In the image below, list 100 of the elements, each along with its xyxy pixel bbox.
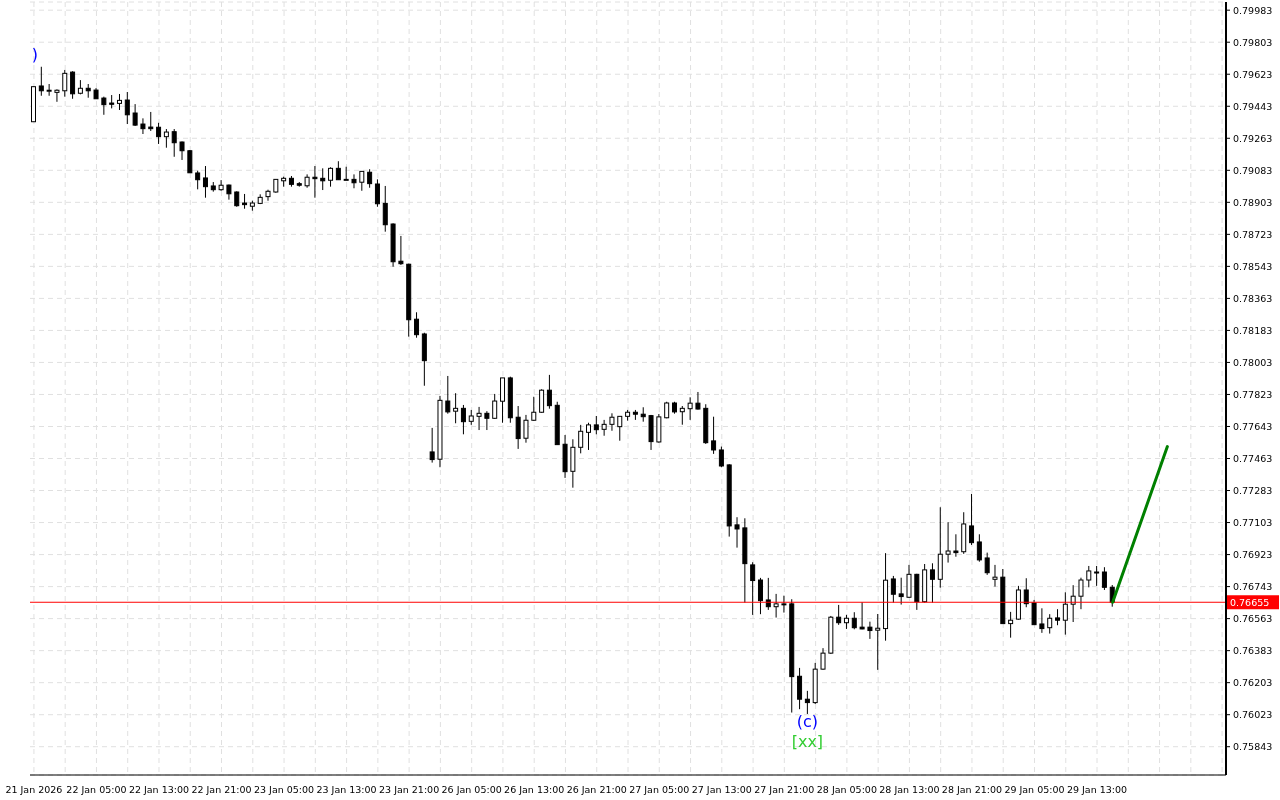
annotation: (c) bbox=[796, 711, 819, 731]
candlestick bbox=[976, 533, 982, 563]
x-tick-label: 27 Jan 21:00 bbox=[754, 784, 815, 795]
candlestick bbox=[1101, 566, 1107, 591]
x-tick-label: 29 Jan 05:00 bbox=[1004, 784, 1065, 795]
y-tick-label: 0.77463 bbox=[1233, 453, 1273, 465]
y-tick-label: 0.78543 bbox=[1233, 260, 1273, 272]
x-tick-label: 26 Jan 05:00 bbox=[441, 784, 502, 795]
candlestick bbox=[820, 647, 826, 671]
candlestick bbox=[781, 595, 787, 614]
y-tick-label: 0.78903 bbox=[1233, 196, 1273, 208]
y-tick-label: 0.76203 bbox=[1233, 677, 1273, 689]
candlestick bbox=[156, 122, 162, 145]
candlestick bbox=[429, 427, 435, 464]
x-tick-label: 22 Jan 21:00 bbox=[191, 784, 252, 795]
candlestick bbox=[578, 424, 584, 454]
x-tick-label: 23 Jan 05:00 bbox=[253, 784, 315, 795]
candlestick bbox=[1062, 591, 1068, 636]
candlestick bbox=[1070, 584, 1076, 623]
x-tick-label: 23 Jan 21:00 bbox=[379, 784, 440, 795]
candlestick bbox=[984, 552, 990, 576]
y-tick-label: 0.76383 bbox=[1233, 645, 1273, 657]
candlestick bbox=[523, 414, 529, 444]
candlestick bbox=[124, 91, 130, 125]
candlestick bbox=[687, 396, 693, 421]
candlestick bbox=[1008, 611, 1014, 639]
candlestick bbox=[601, 419, 607, 437]
y-tick-label: 0.77643 bbox=[1233, 420, 1273, 432]
candlestick bbox=[890, 575, 896, 604]
candlestick bbox=[187, 149, 193, 174]
candlestick bbox=[765, 577, 771, 611]
candlestick bbox=[875, 613, 881, 671]
candlestick bbox=[445, 375, 451, 415]
candlestick bbox=[460, 404, 466, 435]
candlestick bbox=[711, 416, 717, 455]
candlestick bbox=[320, 167, 326, 191]
candlestick bbox=[539, 388, 545, 414]
x-tick-label: 21 Jan 2026 bbox=[5, 784, 63, 795]
candlestick bbox=[797, 667, 803, 710]
candlestick bbox=[312, 165, 318, 199]
candlestick bbox=[586, 422, 592, 451]
x-tick-label: 28 Jan 21:00 bbox=[941, 784, 1003, 795]
candlestick bbox=[750, 561, 756, 616]
y-tick-label: 0.76023 bbox=[1233, 709, 1273, 721]
candlestick bbox=[38, 66, 44, 97]
x-tick-label: 22 Jan 05:00 bbox=[66, 784, 127, 795]
candlestick bbox=[484, 410, 490, 431]
candlestick bbox=[195, 170, 201, 190]
annotation: ) bbox=[31, 45, 38, 65]
candlestick bbox=[202, 165, 208, 199]
candlestick bbox=[1094, 565, 1100, 587]
candlestick bbox=[265, 189, 271, 202]
candlestick bbox=[1023, 577, 1029, 608]
candlestick bbox=[757, 577, 763, 615]
candlestick bbox=[836, 604, 842, 626]
candlestick bbox=[593, 415, 599, 435]
annotation: [xx] bbox=[791, 731, 824, 751]
x-tick-label: 23 Jan 13:00 bbox=[316, 784, 377, 795]
candlestick bbox=[906, 564, 912, 599]
y-tick-label: 0.79623 bbox=[1233, 68, 1273, 80]
candlestick bbox=[367, 168, 373, 189]
candlestick bbox=[929, 562, 935, 604]
candlestick bbox=[351, 173, 357, 189]
candlestick bbox=[179, 140, 185, 161]
candlestick bbox=[163, 128, 169, 149]
candlestick bbox=[414, 311, 420, 339]
candlestick bbox=[953, 533, 959, 558]
y-tick-label: 0.76563 bbox=[1233, 613, 1273, 625]
candlestick bbox=[382, 185, 388, 233]
candlestick bbox=[945, 521, 951, 564]
candlestick bbox=[62, 69, 68, 98]
x-tick-label: 26 Jan 13:00 bbox=[504, 784, 565, 795]
candlestick bbox=[546, 374, 552, 410]
candlestick bbox=[1078, 577, 1084, 610]
y-tick-label: 0.78183 bbox=[1233, 324, 1273, 336]
candlestick bbox=[609, 412, 615, 432]
x-tick-label: 28 Jan 05:00 bbox=[816, 784, 877, 795]
candlestick bbox=[218, 179, 224, 192]
candlestick bbox=[1086, 565, 1092, 588]
y-tick-label: 0.79083 bbox=[1233, 164, 1273, 176]
y-tick-label: 0.78003 bbox=[1233, 356, 1273, 368]
candlestick bbox=[898, 577, 904, 606]
y-tick-label: 0.78723 bbox=[1233, 228, 1273, 240]
candlestick bbox=[531, 396, 537, 422]
candlestick bbox=[171, 128, 177, 158]
candlestick bbox=[398, 235, 404, 266]
y-tick-label: 0.77283 bbox=[1233, 485, 1273, 497]
candlestick bbox=[343, 166, 349, 181]
x-tick-label: 27 Jan 13:00 bbox=[691, 784, 752, 795]
candlestick bbox=[148, 111, 154, 132]
y-tick-label: 0.75843 bbox=[1233, 741, 1273, 753]
candlestick bbox=[328, 166, 334, 188]
y-tick-label: 0.76743 bbox=[1233, 581, 1273, 593]
x-tick-label: 26 Jan 21:00 bbox=[566, 784, 627, 795]
candlestick bbox=[773, 593, 779, 619]
candlestick bbox=[453, 392, 459, 424]
candlestick bbox=[476, 406, 482, 431]
y-tick-label: 0.77823 bbox=[1233, 388, 1273, 400]
x-tick-label: 28 Jan 13:00 bbox=[879, 784, 940, 795]
candlestick bbox=[70, 70, 76, 100]
